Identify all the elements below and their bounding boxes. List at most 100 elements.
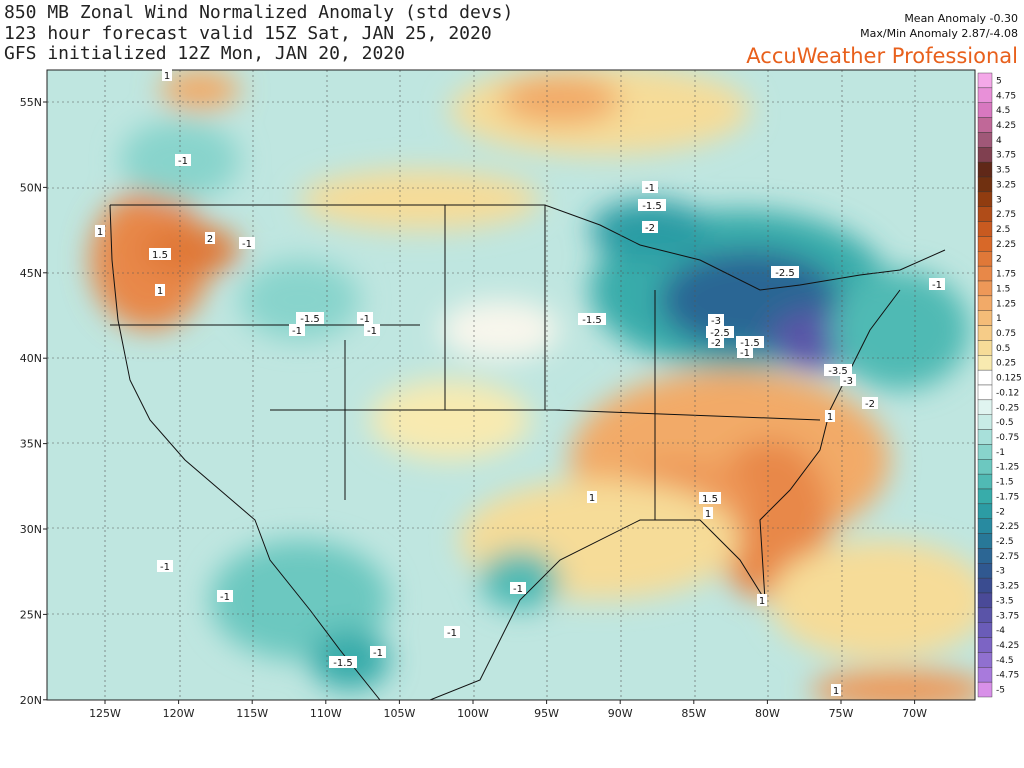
colorbar-label: -4.5 xyxy=(996,656,1014,666)
lat-label: 30N xyxy=(20,523,42,536)
colorbar-label: 2 xyxy=(996,255,1002,265)
contour-label: 1 xyxy=(759,596,765,607)
colorbar-swatch xyxy=(977,206,993,222)
contour-label: -3.5 xyxy=(828,366,848,377)
colorbar-label: -0.75 xyxy=(996,433,1019,443)
contour-label-bg xyxy=(162,69,172,81)
colorbar-swatch xyxy=(977,488,993,505)
contour-label-bg xyxy=(824,364,852,376)
colorbar-swatch xyxy=(977,667,993,683)
contour-label: -3 xyxy=(843,376,853,387)
colorbar-label: 0.75 xyxy=(996,329,1016,339)
colorbar-label: -2 xyxy=(996,507,1005,517)
colorbar-swatch xyxy=(977,548,993,564)
colorbar-label: -0.5 xyxy=(996,418,1014,428)
colorbar-swatch xyxy=(977,132,993,148)
max-min-anomaly: Max/Min Anomaly 2.87/-4.08 xyxy=(860,27,1018,40)
colorbar-label: 5 xyxy=(996,76,1002,86)
colorbar-swatch xyxy=(977,473,993,490)
colorbar-label: 1 xyxy=(996,314,1002,324)
map-field xyxy=(47,70,975,700)
colorbar-swatch xyxy=(977,340,993,356)
colorbar-swatch xyxy=(977,221,993,237)
contour-label: 1 xyxy=(827,412,833,423)
colorbar-swatch xyxy=(977,280,993,297)
contour-label: -1 xyxy=(292,326,302,337)
title-line: 850 MB Zonal Wind Normalized Anomaly (st… xyxy=(4,2,513,23)
lon-label: 75W xyxy=(829,707,854,720)
title-line: 123 hour forecast valid 15Z Sat, JAN 25,… xyxy=(4,23,492,44)
contour-label-bg xyxy=(510,582,526,594)
contour-label: 1 xyxy=(833,686,839,697)
contour-label-bg xyxy=(364,324,380,336)
graticule xyxy=(47,70,975,700)
colorbar-swatch xyxy=(977,176,993,193)
colorbar-label: -2.5 xyxy=(996,537,1014,547)
contour-label-bg xyxy=(737,346,753,358)
contour-label: -1 xyxy=(932,280,942,291)
mean-anomaly: Mean Anomaly -0.30 xyxy=(904,12,1018,25)
lat-label: 55N xyxy=(20,96,42,109)
contour-label-bg xyxy=(840,374,856,386)
colorbar-label: 2.75 xyxy=(996,210,1016,220)
colorbar-swatch xyxy=(977,72,993,89)
contour-label: -1.5 xyxy=(300,314,320,325)
colorbar-label: 4.25 xyxy=(996,121,1016,131)
colorbar-label: -5 xyxy=(996,686,1005,696)
lon-label: 95W xyxy=(534,707,559,720)
lon-label: 100W xyxy=(457,707,489,720)
lon-label: 90W xyxy=(608,707,633,720)
colorbar-swatch xyxy=(977,459,993,475)
contour-label: -1.5 xyxy=(642,201,662,212)
contour-label-bg xyxy=(175,154,191,166)
contour-label: -1 xyxy=(373,648,383,659)
contour-label-bg xyxy=(578,313,606,325)
colorbar-label: -0.12 xyxy=(996,388,1019,398)
colorbar-label: 0.125 xyxy=(996,374,1022,384)
contour-label-bg xyxy=(95,225,105,237)
contour-label: 2 xyxy=(207,234,213,245)
contour-label-bg xyxy=(638,199,666,211)
colorbar-label: 4 xyxy=(996,136,1002,146)
contour-label: 1.5 xyxy=(702,494,718,505)
contour-label: 1 xyxy=(164,71,170,82)
contour-label: 1 xyxy=(97,227,103,238)
colorbar-swatch xyxy=(977,369,993,386)
colorbar-swatch xyxy=(977,310,993,326)
colorbar-label: -4.25 xyxy=(996,641,1019,651)
lon-label: 120W xyxy=(163,707,195,720)
contour-label: -1 xyxy=(740,348,750,359)
contour-label-bg xyxy=(706,326,734,338)
colorbar-swatch xyxy=(977,147,993,163)
colorbar-label: 1.5 xyxy=(996,284,1010,294)
contour-label-bg xyxy=(703,507,713,519)
contour-label: 1.5 xyxy=(152,250,168,261)
colorbar-label: -3.25 xyxy=(996,582,1019,592)
contour-label-bg xyxy=(155,284,165,296)
colorbar-label: 0.5 xyxy=(996,344,1010,354)
contour-label-bg xyxy=(757,594,767,606)
contour-label-bg xyxy=(296,312,324,324)
contour-label: -2 xyxy=(711,338,721,349)
contour-label-bg xyxy=(289,324,305,336)
contour-label-bg xyxy=(642,181,658,193)
lat-label: 50N xyxy=(20,181,42,194)
contour-label: -1 xyxy=(220,592,230,603)
colorbar-swatch xyxy=(977,236,993,252)
contour-label-bg xyxy=(736,336,764,348)
contour-label-bg xyxy=(357,312,373,324)
contour-label: -1 xyxy=(160,562,170,573)
lon-label: 125W xyxy=(89,707,121,720)
lon-label: 85W xyxy=(681,707,706,720)
contour-label: 1 xyxy=(157,286,163,297)
contour-label: -1 xyxy=(178,156,188,167)
colorbar-label: 0.25 xyxy=(996,359,1016,369)
colorbar-swatch xyxy=(977,414,993,430)
contour-label-bg xyxy=(699,492,721,504)
lon-label: 80W xyxy=(755,707,780,720)
contour-label-bg xyxy=(825,410,835,422)
colorbar-label: 3 xyxy=(996,195,1002,205)
colorbar-label: 3.5 xyxy=(996,166,1010,176)
colorbar-label: -2.75 xyxy=(996,552,1019,562)
